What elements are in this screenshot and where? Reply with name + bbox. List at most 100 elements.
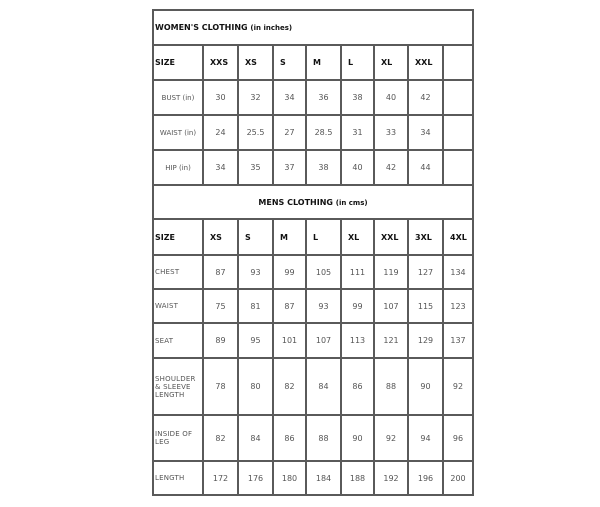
size-header-cell: L	[305, 218, 342, 256]
size-header-label: SIZE	[152, 44, 204, 81]
measurement-value: 34	[202, 149, 239, 186]
measurement-value: 188	[340, 460, 375, 496]
men-measurement-row: WAIST 75 81 87 93 99 107 115 123	[152, 288, 475, 324]
measurement-value: 28.5	[305, 114, 342, 151]
measurement-value: 24	[202, 114, 239, 151]
measurement-value: 127	[407, 254, 444, 290]
women-section-title: WOMEN'S CLOTHING (in inches)	[151, 9, 475, 46]
section-title-text: WOMEN'S CLOTHING	[155, 23, 248, 32]
measurement-value: 93	[237, 254, 274, 290]
measurement-value: 27	[272, 114, 307, 151]
size-header-cell: 4XL	[441, 218, 475, 256]
measurement-value: 89	[202, 322, 239, 359]
measurement-value: 44	[407, 149, 444, 186]
section-title-text: MENS CLOTHING	[258, 197, 333, 207]
men-size-row: SIZE XS S M L XL XXL 3XL 4XL	[152, 218, 475, 256]
men-measurement-row: INSIDE OF LEG 82 84 86 88 90 92 94 96	[152, 414, 475, 462]
measurement-value: 36	[305, 79, 342, 116]
measurement-label: WAIST	[152, 288, 204, 324]
measurement-value: 123	[441, 288, 475, 324]
measurement-value: 86	[272, 414, 307, 462]
measurement-value: 113	[340, 322, 375, 359]
size-header-cell: S	[272, 44, 307, 81]
measurement-value: 31	[340, 114, 375, 151]
men-title-row: MENS CLOTHING (in cms)	[151, 184, 475, 220]
measurement-value: 32	[237, 79, 274, 116]
size-header-cell: S	[237, 218, 274, 256]
size-header-cell: XS	[202, 218, 239, 256]
measurement-value: 37	[272, 149, 307, 186]
measurement-value: 33	[373, 114, 409, 151]
measurement-value: 42	[373, 149, 409, 186]
size-header-label: SIZE	[152, 218, 204, 256]
women-measurement-row: BUST (in) 30 32 34 36 38 40 42	[152, 79, 475, 116]
measurement-value: 99	[272, 254, 307, 290]
men-section-title: MENS CLOTHING (in cms)	[151, 184, 475, 220]
measurement-value: 88	[305, 414, 342, 462]
measurement-value: 129	[407, 322, 444, 359]
measurement-value: 75	[202, 288, 239, 324]
women-measurement-row: HIP (in) 34 35 37 38 40 42 44	[152, 149, 475, 186]
measurement-value: 30	[202, 79, 239, 116]
measurement-value: 38	[340, 79, 375, 116]
size-header-cell: XL	[340, 218, 375, 256]
size-header-cell: XXL	[407, 44, 444, 81]
men-measurement-row: CHEST 87 93 99 105 111 119 127 134	[152, 254, 475, 290]
measurement-value	[441, 114, 475, 151]
measurement-value: 107	[373, 288, 409, 324]
men-measurement-row: LENGTH 172 176 180 184 188 192 196 200	[152, 460, 475, 496]
men-measurement-row: SHOULDER & SLEEVE LENGTH 78 80 82 84 86 88 90 92	[152, 357, 475, 416]
measurement-value: 25.5	[237, 114, 274, 151]
measurement-label: LENGTH	[152, 460, 204, 496]
section-unit: (in inches)	[250, 24, 293, 32]
measurement-value: 82	[202, 414, 239, 462]
measurement-value	[441, 79, 475, 116]
measurement-value: 90	[340, 414, 375, 462]
measurement-value: 95	[237, 322, 274, 359]
measurement-value: 119	[373, 254, 409, 290]
measurement-value: 111	[340, 254, 375, 290]
measurement-value: 176	[237, 460, 274, 496]
measurement-value: 192	[373, 460, 409, 496]
measurement-value: 34	[407, 114, 444, 151]
measurement-value: 99	[340, 288, 375, 324]
measurement-value: 92	[441, 357, 475, 416]
measurement-value: 172	[202, 460, 239, 496]
size-header-cell	[441, 44, 475, 81]
measurement-label: HIP (in)	[152, 149, 204, 186]
women-size-row: SIZE XXS XS S M L XL XXL	[152, 44, 475, 81]
measurement-value: 42	[407, 79, 444, 116]
section-unit: (in cms)	[335, 198, 368, 207]
size-header-cell: XXL	[373, 218, 409, 256]
measurement-value: 88	[373, 357, 409, 416]
measurement-value: 82	[272, 357, 307, 416]
measurement-value: 115	[407, 288, 444, 324]
measurement-value: 200	[441, 460, 475, 496]
size-header-cell: XL	[373, 44, 409, 81]
women-title-row: WOMEN'S CLOTHING (in inches)	[151, 9, 475, 46]
size-header-cell: M	[272, 218, 307, 256]
measurement-value: 101	[272, 322, 307, 359]
measurement-value: 84	[237, 414, 274, 462]
measurement-label: SEAT	[152, 322, 204, 359]
measurement-value: 94	[407, 414, 444, 462]
measurement-value: 34	[272, 79, 307, 116]
measurement-label: SHOULDER & SLEEVE LENGTH	[152, 357, 204, 416]
measurement-value: 196	[407, 460, 444, 496]
measurement-label: INSIDE OF LEG	[152, 414, 204, 462]
size-header-cell: 3XL	[407, 218, 444, 256]
measurement-value: 38	[305, 149, 342, 186]
measurement-value: 137	[441, 322, 475, 359]
measurement-label: CHEST	[152, 254, 204, 290]
measurement-value: 87	[202, 254, 239, 290]
measurement-value: 81	[237, 288, 274, 324]
men-measurement-row: SEAT 89 95 101 107 113 121 129 137	[152, 322, 475, 359]
measurement-value: 92	[373, 414, 409, 462]
measurement-value: 134	[441, 254, 475, 290]
measurement-value	[441, 149, 475, 186]
measurement-value: 84	[305, 357, 342, 416]
size-header-cell: L	[340, 44, 375, 81]
measurement-value: 40	[373, 79, 409, 116]
size-chart-table: WOMEN'S CLOTHING (in inches) SIZE XXS XS S M L…	[151, 9, 475, 496]
women-measurement-row: WAIST (in) 24 25.5 27 28.5 31 33 34	[152, 114, 475, 151]
